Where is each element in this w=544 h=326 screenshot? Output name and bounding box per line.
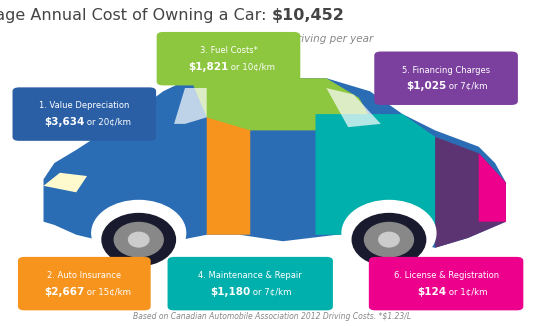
Text: $1,821: $1,821: [188, 62, 228, 72]
Ellipse shape: [92, 200, 186, 266]
Text: or 7¢/km: or 7¢/km: [250, 287, 292, 296]
Polygon shape: [435, 137, 506, 248]
Text: or 10¢/km: or 10¢/km: [228, 62, 275, 71]
Ellipse shape: [379, 232, 399, 247]
Polygon shape: [44, 78, 506, 248]
FancyBboxPatch shape: [369, 257, 523, 310]
Ellipse shape: [114, 222, 163, 257]
Polygon shape: [316, 114, 435, 235]
Ellipse shape: [364, 222, 413, 257]
Ellipse shape: [353, 214, 425, 266]
Text: Based on 18,000km of driving per year: Based on 18,000km of driving per year: [170, 34, 374, 44]
Text: or 7¢/km: or 7¢/km: [446, 82, 487, 91]
Ellipse shape: [342, 200, 436, 266]
Polygon shape: [190, 78, 370, 130]
FancyBboxPatch shape: [157, 32, 300, 85]
FancyBboxPatch shape: [13, 87, 156, 141]
Text: 5. Financing Charges: 5. Financing Charges: [402, 66, 490, 75]
Text: $3,634: $3,634: [44, 117, 84, 127]
Text: or 1¢/km: or 1¢/km: [446, 287, 487, 296]
Text: $1,025: $1,025: [406, 82, 446, 92]
Polygon shape: [326, 88, 381, 127]
FancyBboxPatch shape: [18, 257, 151, 310]
Text: 1. Value Depreciation: 1. Value Depreciation: [39, 101, 129, 111]
Text: Based on Canadian Automobile Association 2012 Driving Costs. *$1.23/L: Based on Canadian Automobile Association…: [133, 312, 411, 321]
Polygon shape: [44, 173, 87, 192]
FancyBboxPatch shape: [168, 257, 333, 310]
Text: Average Annual Cost of Owning a Car:: Average Annual Cost of Owning a Car:: [0, 8, 272, 23]
Text: 3. Fuel Costs*: 3. Fuel Costs*: [200, 46, 257, 55]
Text: $124: $124: [417, 287, 446, 297]
Polygon shape: [207, 98, 250, 235]
Text: 6. License & Registration: 6. License & Registration: [393, 271, 499, 280]
Text: $10,452: $10,452: [272, 8, 345, 23]
Text: 2. Auto Insurance: 2. Auto Insurance: [47, 271, 121, 280]
Polygon shape: [174, 88, 207, 124]
Text: 4. Maintenance & Repair: 4. Maintenance & Repair: [199, 271, 302, 280]
Ellipse shape: [128, 232, 149, 247]
Text: or 20¢/km: or 20¢/km: [84, 118, 131, 127]
Polygon shape: [479, 153, 506, 222]
Text: or 15¢/km: or 15¢/km: [84, 287, 131, 296]
Text: $1,180: $1,180: [210, 287, 250, 297]
FancyBboxPatch shape: [374, 52, 518, 105]
Text: $2,667: $2,667: [44, 287, 84, 297]
Ellipse shape: [102, 214, 175, 266]
